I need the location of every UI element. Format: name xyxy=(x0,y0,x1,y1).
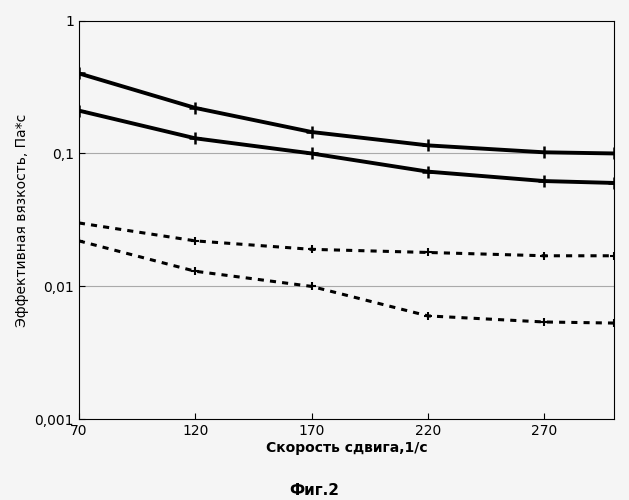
Y-axis label: Эффективная вязкость, Па*с: Эффективная вязкость, Па*с xyxy=(15,114,29,326)
X-axis label: Скорость сдвига,1/с: Скорость сдвига,1/с xyxy=(265,441,427,455)
Text: Фиг.2: Фиг.2 xyxy=(289,483,340,498)
